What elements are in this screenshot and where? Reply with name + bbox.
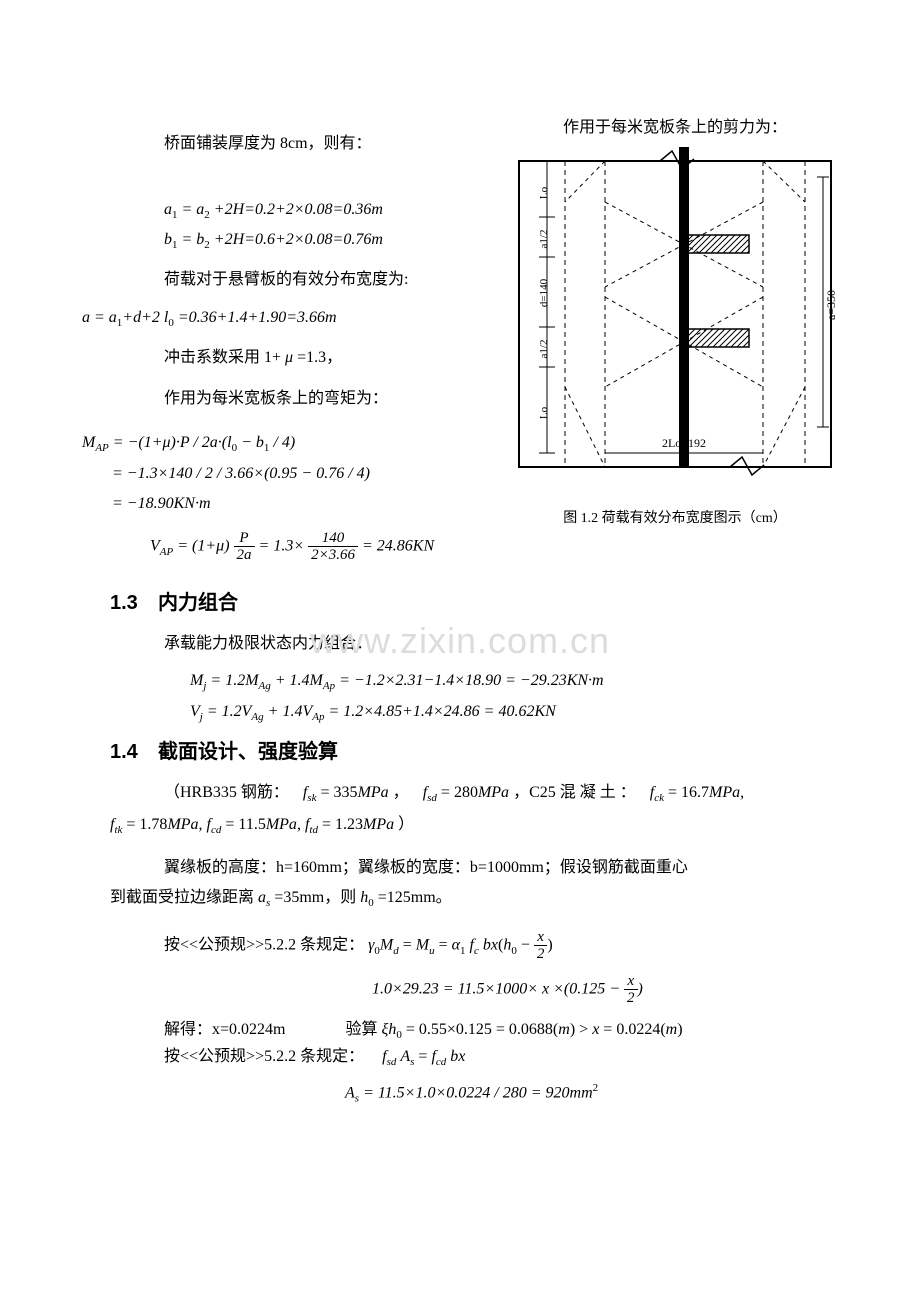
sec14-flange-1: 翼缘板的高度：h=160mm；翼缘板的宽度：b=1000mm；假设钢筋截面重心 [110, 855, 850, 881]
top-row: 桥面铺装厚度为 8cm，则有： a1 = a2 +2H=0.2+2×0.08=0… [110, 115, 850, 574]
eq-as: As = 11.5×1.0×0.0224 / 280 = 920mm2 [345, 1082, 850, 1105]
eq-a: a = a1+d+2 l0 =0.36+1.4+1.90=3.66m [82, 309, 488, 329]
svg-text:a1/2: a1/2 [538, 339, 550, 358]
eq-vj: Vj = 1.2VAg + 1.4VAp = 1.2×4.85+1.4×24.8… [190, 703, 850, 723]
intro-line: 桥面铺装厚度为 8cm，则有： [110, 131, 488, 157]
impact-line: 冲击系数采用 1+ μ =1.3， [110, 345, 488, 371]
right-column: 作用于每米宽板条上的剪力为： [500, 115, 850, 527]
moment-line: 作用为每米宽板条上的弯矩为： [110, 386, 488, 412]
eq-a1: a1 = a2 +2H=0.2+2×0.08=0.36m [164, 201, 488, 221]
sec14-materials: （HRB335 钢筋：fsk = 335MPa ，fsd = 280MPa ，C… [110, 780, 850, 808]
svg-text:a=350: a=350 [824, 290, 838, 320]
svg-text:2Lo=192: 2Lo=192 [662, 436, 706, 450]
sec14-materials-2: ftk = 1.78MPa, fcd = 11.5MPa, ftd = 1.23… [110, 812, 850, 840]
section-1-3-heading: 1.3内力组合 [110, 586, 850, 615]
sec14-flange-2: 到截面受拉边缘距离 as =35mm，则 h0 =125mm。 [110, 885, 850, 913]
page: www.zixin.com.cn 桥面铺装厚度为 8cm，则有： a1 = a2… [0, 0, 920, 1302]
sec13-subhead: 承载能力极限状态内力组合： [110, 631, 850, 657]
right-header: 作用于每米宽板条上的剪力为： [563, 115, 787, 141]
eq-g2: 1.0×29.23 = 11.5×1000× x ×(0.125 − x2) [372, 973, 850, 1007]
svg-text:Lo: Lo [538, 406, 550, 419]
section-1-4-heading: 1.4截面设计、强度验算 [110, 735, 850, 764]
sec14-solve: 解得：x=0.0224m 验算 ξh0 = 0.55×0.125 = 0.068… [110, 1017, 850, 1045]
svg-text:a1/2: a1/2 [538, 229, 550, 248]
sec14-rule-2: 按<<公预规>>5.2.2 条规定： fsd As = fcd bx [110, 1044, 850, 1072]
load-distribution-diagram: 2Lo=192 Lo a1/2 d=140 a1/2 Lo [505, 147, 845, 497]
load-width-label: 荷载对于悬臂板的有效分布宽度为: [110, 267, 488, 293]
left-column: 桥面铺装厚度为 8cm，则有： a1 = a2 +2H=0.2+2×0.08=0… [110, 115, 500, 574]
svg-text:Lo: Lo [538, 186, 550, 199]
svg-text:d=140: d=140 [538, 278, 550, 307]
map-block: MAP = −(1+μ)·P / 2a·(l0 − b1 / 4) = −1.3… [82, 428, 488, 520]
eq-mj: Mj = 1.2MAg + 1.4MAp = −1.2×2.31−1.4×18.… [190, 672, 850, 692]
eq-vap: VAP = (1+μ) P2a = 1.3× 1402×3.66 = 24.86… [150, 530, 488, 564]
figure-caption: 图 1.2 荷载有效分布宽度图示（cm） [563, 507, 787, 527]
eq-b1: b1 = b2 +2H=0.6+2×0.08=0.76m [164, 231, 488, 251]
sec14-rule-1: 按<<公预规>>5.2.2 条规定： γ0Md = Mu = α1 fc bx(… [110, 929, 850, 963]
